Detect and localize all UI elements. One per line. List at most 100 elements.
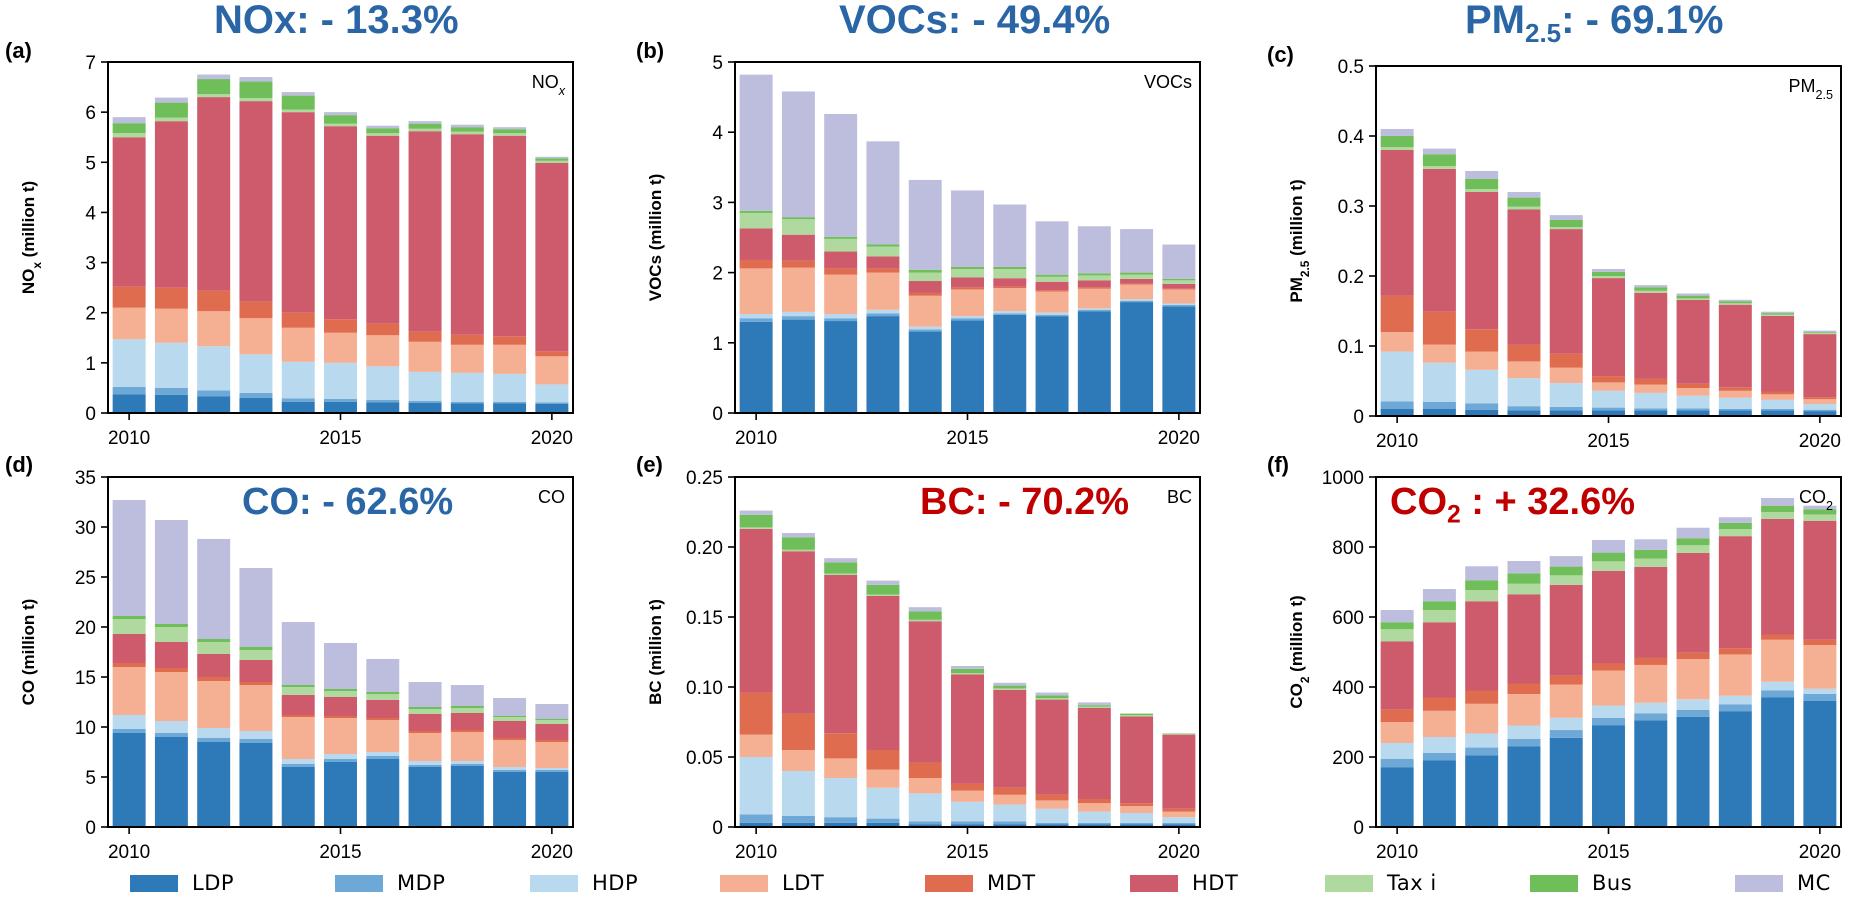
bar-mdt-2011 (1422, 311, 1456, 345)
bar-ldt-2014 (908, 778, 942, 794)
bar-ldp-2018 (1718, 711, 1752, 827)
bar-ldt-2014 (281, 327, 315, 362)
bar-bus-2019 (1120, 272, 1154, 275)
bar-mdt-2018 (450, 334, 484, 345)
bar-mdp-2010 (112, 729, 146, 733)
y-tick-label: 600 (1332, 608, 1364, 629)
bar-mc-2020 (535, 704, 569, 719)
bar-hdt-2019 (1761, 519, 1795, 635)
bar-hdt-2014 (1549, 584, 1583, 676)
legend-label: Tax i (1387, 871, 1437, 895)
bars (739, 74, 1196, 413)
bar-mdt-2010 (112, 663, 146, 667)
bar-ldt-2016 (1634, 664, 1668, 703)
bar-bus-2012 (824, 236, 858, 239)
bar-taxi-2016 (1634, 558, 1668, 567)
bar-mdt-2016 (993, 787, 1027, 795)
legend-item-mdt: MDT (925, 868, 1036, 898)
y-tick-label: 35 (75, 468, 96, 489)
bar-mc-2013 (239, 77, 273, 82)
bar-mc-2020 (535, 156, 569, 159)
bar-hdp-2014 (908, 793, 942, 822)
y-axis-label: VOCs (million t) (646, 174, 665, 302)
headline-co2-text: CO2 : + 32.6% (1390, 481, 1635, 529)
bar-bus-2019 (493, 716, 527, 717)
bar-bus-2020 (1803, 332, 1837, 333)
bar-hdt-2019 (1120, 716, 1154, 804)
bar-hdp-2019 (1761, 681, 1795, 691)
bar-mdt-2013 (866, 750, 900, 770)
bar-mdt-2014 (1549, 353, 1583, 368)
bar-hdt-2016 (1634, 566, 1668, 658)
bar-mdp-2016 (1634, 408, 1668, 411)
bar-bus-2016 (366, 692, 400, 694)
legend-item-hdt: HDT (1130, 868, 1238, 898)
bar-taxi-2020 (535, 720, 569, 724)
x-tick-label: 2015 (1587, 842, 1629, 863)
bar-taxi-2019 (1120, 274, 1154, 279)
bar-mc-2017 (1035, 221, 1069, 275)
bar-taxi-2015 (1592, 276, 1625, 279)
bar-hdp-2016 (993, 311, 1027, 314)
y-tick-label: 800 (1332, 538, 1364, 559)
bar-mdt-2012 (824, 733, 858, 759)
y-tick-label: 0.1 (1338, 337, 1364, 358)
bar-mc-2013 (1507, 561, 1541, 574)
bar-mdp-2012 (197, 390, 231, 397)
bar-mdp-2015 (324, 398, 357, 402)
bar-bus-2013 (239, 81, 273, 99)
bar-mc-2011 (154, 520, 188, 624)
bar-hdp-2011 (1422, 362, 1456, 402)
bar-bus-2011 (154, 624, 188, 627)
bar-hdp-2014 (1549, 383, 1583, 407)
bar-mc-2014 (908, 179, 942, 270)
bar-hdt-2014 (281, 112, 315, 313)
y-tick-label: 0.2 (1338, 267, 1364, 288)
bar-bus-2016 (1634, 549, 1668, 559)
bar-ldp-2016 (366, 759, 400, 827)
bar-mdt-2017 (1035, 290, 1069, 292)
bar-mdp-2012 (197, 738, 231, 742)
bar-mdt-2010 (739, 259, 773, 269)
bar-mc-2017 (1676, 293, 1710, 296)
y-tick-label: 5 (85, 153, 96, 174)
bar-hdp-2015 (951, 316, 984, 319)
bar-taxi-2018 (1718, 529, 1752, 537)
bar-mdp-2013 (239, 392, 273, 398)
bar-ldp-2019 (493, 403, 527, 413)
bar-hdt-2010 (739, 228, 773, 260)
x-tick-label: 2010 (1376, 431, 1418, 452)
bar-hdp-2013 (1507, 725, 1541, 739)
bar-taxi-2017 (408, 709, 442, 714)
x-tick-label: 2015 (946, 428, 988, 449)
bar-hdp-2011 (781, 311, 815, 317)
bar-ldp-2010 (112, 394, 146, 413)
bar-bus-2019 (1761, 505, 1795, 512)
bar-mdt-2012 (824, 268, 858, 275)
bar-bus-2020 (1803, 509, 1837, 515)
bar-mdt-2012 (197, 290, 231, 312)
bar-hdt-2015 (324, 697, 357, 716)
bar-ldp-2011 (154, 737, 188, 827)
bar-ldt-2014 (908, 295, 942, 327)
bar-hdp-2010 (1380, 351, 1414, 402)
bar-bus-2018 (450, 127, 484, 132)
bar-mc-2013 (239, 568, 273, 647)
bar-taxi-2014 (908, 619, 942, 622)
bar-hdt-2013 (1507, 209, 1541, 345)
bar-ldp-2015 (1592, 725, 1625, 827)
bar-ldt-2018 (1718, 390, 1752, 398)
bar-bus-2017 (1676, 538, 1710, 546)
bar-mc-2014 (281, 622, 315, 685)
bar-mdp-2020 (535, 770, 569, 772)
bar-ldp-2014 (908, 331, 942, 413)
bar-hdp-2013 (239, 354, 273, 393)
bar-taxi-2017 (1676, 545, 1710, 553)
bar-hdt-2012 (824, 575, 858, 734)
bar-taxi-2018 (1718, 303, 1752, 305)
bar-ldp-2012 (824, 321, 858, 413)
bar-hdp-2012 (1465, 369, 1499, 404)
bar-bus-2015 (951, 668, 984, 673)
bar-ldt-2017 (1035, 800, 1069, 809)
bar-hdp-2013 (866, 787, 900, 819)
